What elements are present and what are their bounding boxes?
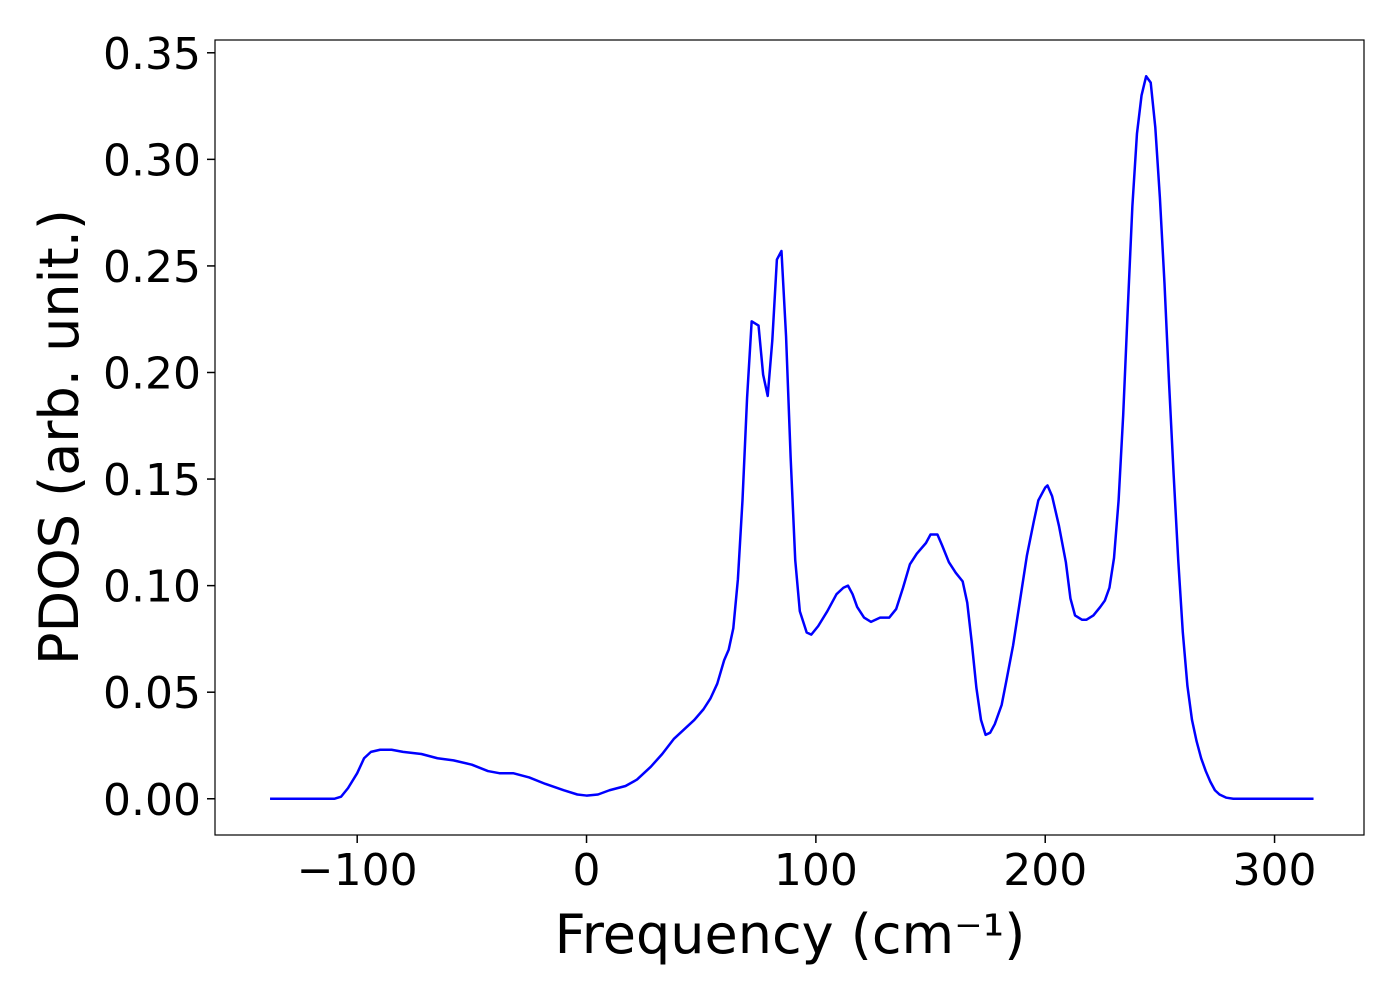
y-tick-label: 0.20 (103, 348, 201, 399)
y-tick-label: 0.00 (103, 775, 201, 826)
plot-frame (214, 39, 1365, 836)
x-axis-label: Frequency (cm⁻¹) (555, 903, 1026, 966)
y-tick-label: 0.35 (103, 29, 201, 80)
y-tick-label: 0.25 (103, 242, 201, 293)
y-axis-label: PDOS (arb. unit.) (28, 209, 91, 665)
y-tick-label: 0.15 (103, 455, 201, 506)
line (270, 74, 1314, 801)
x-tick-label: 100 (774, 845, 858, 896)
x-tick-label: 0 (573, 845, 601, 896)
x-tick-label: −100 (297, 845, 418, 896)
x-tick-label: 300 (1233, 845, 1317, 896)
x-tick-label: 200 (1003, 845, 1087, 896)
y-tick-label: 0.10 (103, 562, 201, 613)
y-tick-label: 0.30 (103, 135, 201, 186)
y-tick-label: 0.05 (103, 668, 201, 719)
